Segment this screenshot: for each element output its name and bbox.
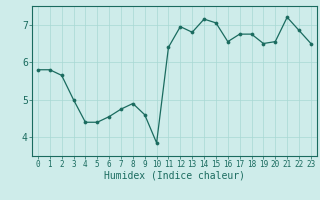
X-axis label: Humidex (Indice chaleur): Humidex (Indice chaleur) (104, 171, 245, 181)
